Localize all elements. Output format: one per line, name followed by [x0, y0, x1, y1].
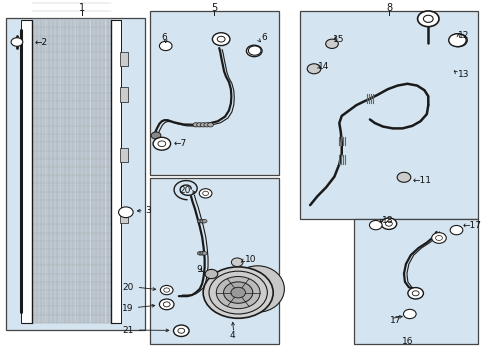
Circle shape [197, 219, 202, 223]
Text: 20: 20 [179, 186, 190, 195]
Bar [119, 209, 128, 223]
Circle shape [203, 267, 273, 318]
Circle shape [163, 288, 169, 292]
Circle shape [417, 11, 438, 27]
Circle shape [178, 328, 184, 333]
Text: 6: 6 [261, 33, 267, 42]
Circle shape [449, 34, 466, 47]
Text: ←11: ←11 [411, 176, 430, 185]
Bar [149, 10, 278, 175]
Bar [149, 178, 278, 344]
Circle shape [435, 235, 442, 240]
Bar [353, 219, 477, 344]
Circle shape [160, 285, 173, 295]
Text: 1: 1 [79, 3, 84, 13]
Bar [21, 19, 31, 323]
Circle shape [193, 123, 199, 127]
Circle shape [200, 219, 205, 223]
Text: 8: 8 [386, 3, 392, 13]
Circle shape [199, 189, 211, 198]
Circle shape [199, 219, 203, 223]
Circle shape [159, 41, 172, 50]
Circle shape [200, 123, 205, 127]
Bar [6, 18, 144, 330]
Text: ←2: ←2 [34, 37, 47, 46]
Circle shape [230, 287, 245, 298]
Circle shape [200, 252, 205, 255]
Circle shape [380, 218, 396, 229]
Circle shape [208, 271, 267, 314]
Text: 13: 13 [458, 70, 469, 79]
Circle shape [385, 221, 391, 226]
Circle shape [325, 39, 338, 49]
Circle shape [423, 15, 432, 22]
Circle shape [203, 123, 209, 127]
Text: 10: 10 [244, 255, 256, 264]
Circle shape [216, 276, 260, 309]
Circle shape [151, 132, 161, 139]
Text: 3: 3 [144, 206, 150, 215]
Text: 16: 16 [401, 337, 412, 346]
Bar [119, 148, 128, 162]
Circle shape [173, 325, 189, 337]
Circle shape [202, 252, 206, 255]
Circle shape [407, 288, 423, 299]
Circle shape [118, 207, 133, 218]
Text: 18: 18 [381, 216, 393, 225]
Circle shape [212, 33, 229, 46]
Circle shape [158, 141, 165, 147]
Circle shape [454, 37, 461, 43]
Circle shape [202, 191, 208, 195]
Circle shape [163, 302, 170, 307]
Circle shape [11, 38, 23, 46]
Circle shape [431, 233, 446, 243]
Circle shape [396, 172, 410, 182]
Circle shape [411, 291, 418, 296]
Text: 19: 19 [122, 304, 133, 313]
Text: 20: 20 [122, 283, 133, 292]
Circle shape [250, 49, 257, 53]
Circle shape [217, 36, 224, 42]
Circle shape [159, 299, 174, 310]
Circle shape [306, 64, 320, 74]
Circle shape [403, 309, 415, 319]
Text: 5: 5 [210, 3, 217, 13]
Text: 12: 12 [458, 31, 469, 40]
Circle shape [202, 219, 206, 223]
Text: 15: 15 [332, 35, 344, 44]
Circle shape [248, 46, 261, 55]
Text: 17: 17 [389, 316, 401, 325]
Circle shape [223, 282, 252, 303]
Bar [119, 87, 128, 102]
Circle shape [197, 252, 202, 255]
Circle shape [369, 220, 381, 230]
Text: ←7: ←7 [174, 139, 187, 148]
Circle shape [231, 258, 243, 266]
Ellipse shape [230, 266, 284, 312]
Circle shape [199, 252, 203, 255]
Text: 9: 9 [196, 265, 201, 274]
Text: 6: 6 [162, 33, 167, 42]
Circle shape [207, 123, 213, 127]
Circle shape [204, 269, 217, 279]
Circle shape [153, 137, 170, 150]
Circle shape [196, 123, 202, 127]
Bar [111, 19, 121, 323]
Bar [119, 51, 128, 66]
Text: 21: 21 [122, 326, 133, 335]
Bar [300, 10, 477, 219]
Circle shape [449, 225, 462, 235]
Circle shape [448, 34, 465, 47]
Text: ←17: ←17 [461, 221, 480, 230]
Text: 14: 14 [318, 62, 329, 71]
Text: 4: 4 [229, 331, 235, 340]
Circle shape [246, 45, 262, 57]
